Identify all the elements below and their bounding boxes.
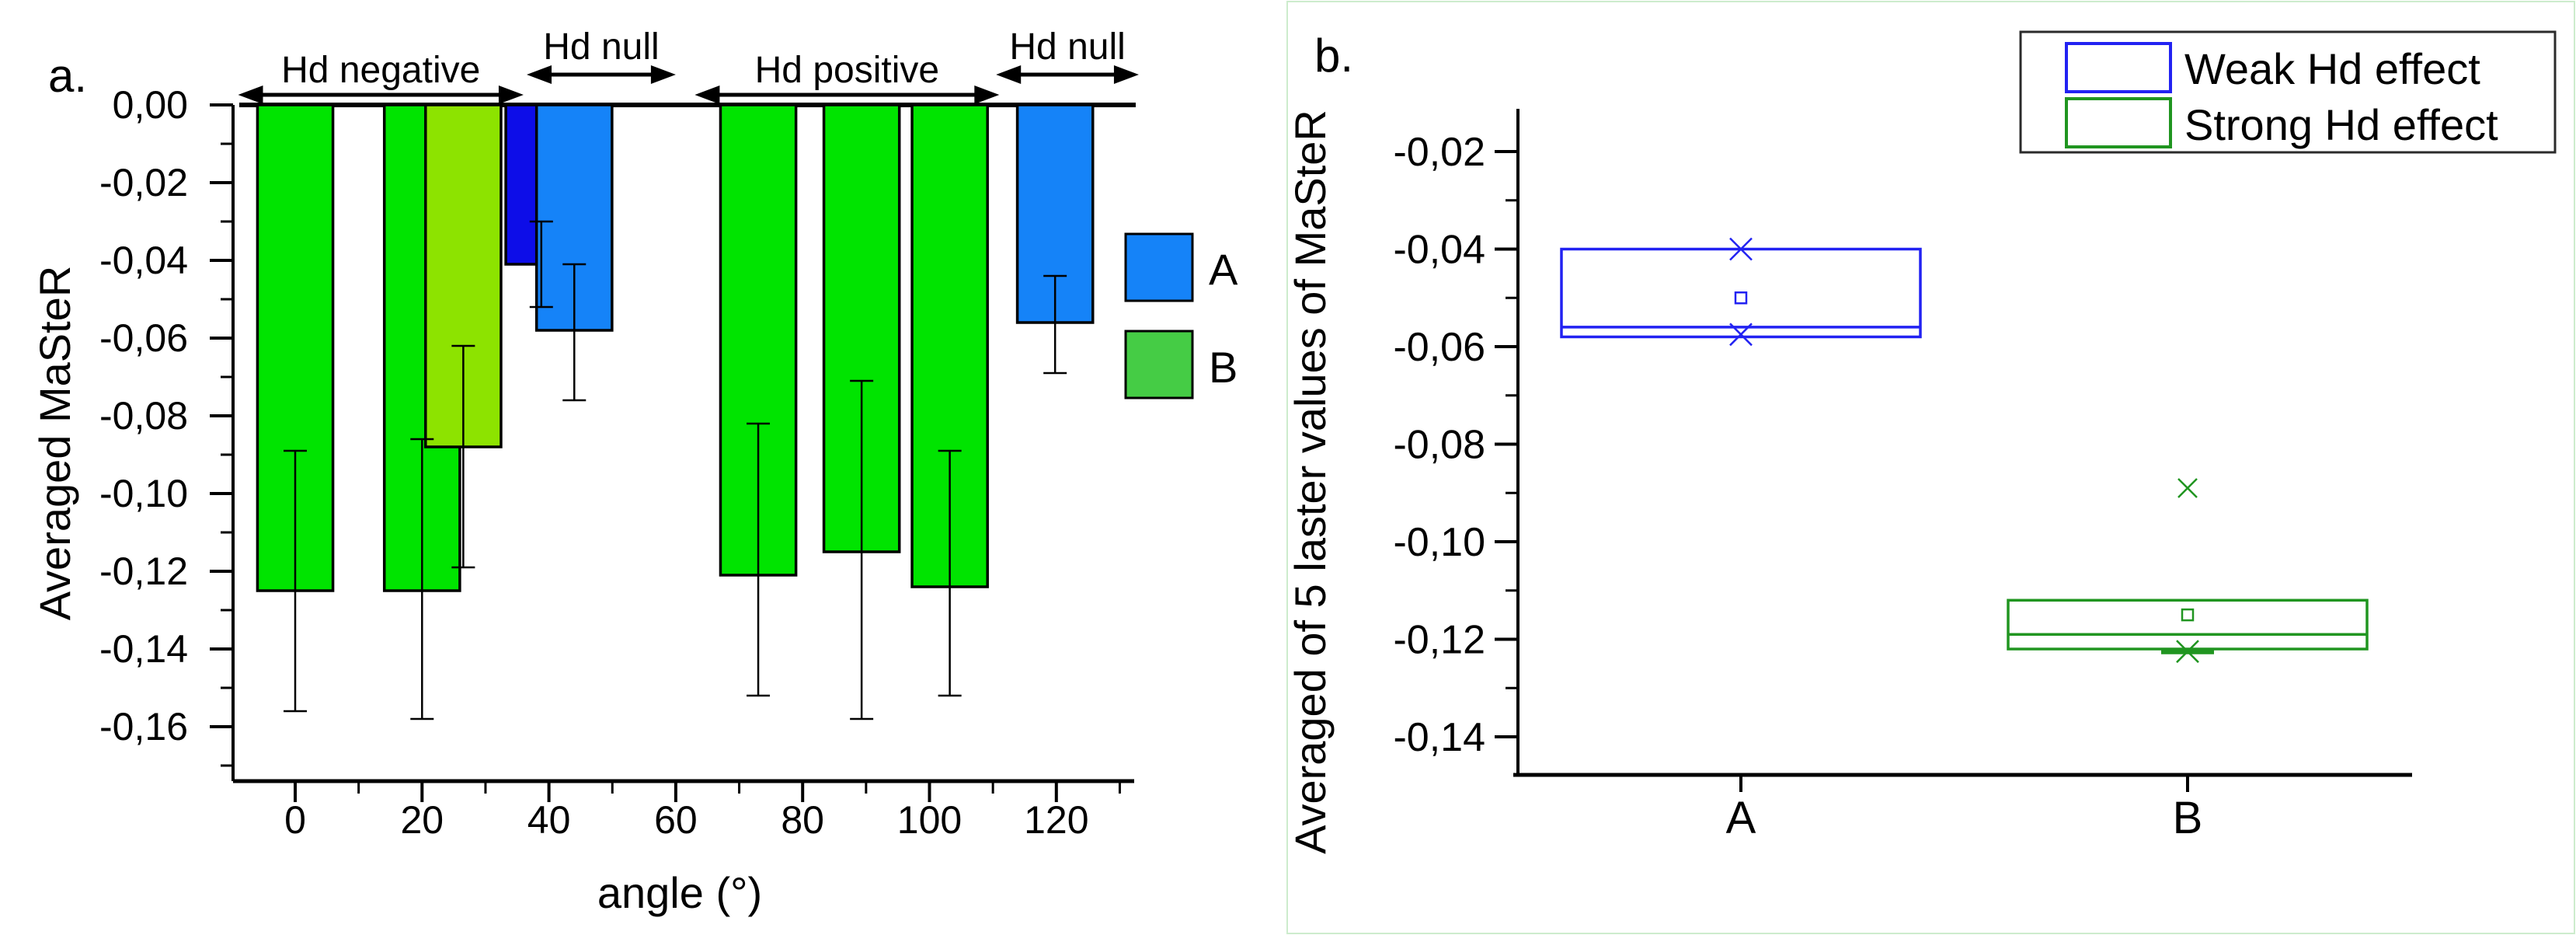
panel-a-label: a.	[48, 50, 87, 102]
panel-b-label: b.	[1314, 30, 1353, 82]
box-outlier-marker	[2177, 478, 2198, 498]
x-category-label: A	[1726, 793, 1756, 843]
annotation-arrowhead-left	[694, 85, 720, 104]
y-tick-label: -0,02	[99, 161, 188, 204]
legend-label-strong: Strong Hd effect	[2184, 100, 2498, 149]
legend-swatch-strong	[2065, 97, 2172, 148]
y-tick-label: -0,04	[1393, 228, 1485, 273]
x-tick-label: 60	[654, 798, 698, 842]
y-tick-label: -0,14	[99, 627, 188, 671]
box-min-marker	[1729, 323, 1753, 347]
y-tick-label: -0,12	[99, 549, 188, 593]
annotation-label: Hd null	[1009, 26, 1125, 68]
annotation-arrowhead-left	[527, 65, 552, 84]
x-category-label: B	[2173, 793, 2203, 843]
x-tick-label: 80	[781, 798, 824, 842]
box-b	[2007, 598, 2369, 651]
panel-a-bars	[256, 103, 1095, 592]
legend-swatch-B	[1124, 330, 1194, 399]
y-tick-label: -0,06	[99, 316, 188, 360]
y-tick-label: -0,02	[1393, 130, 1485, 175]
y-tick-label: -0,10	[99, 472, 188, 515]
legend-label-A: A	[1209, 245, 1238, 294]
y-tick-label: -0,10	[1393, 520, 1485, 565]
panel-a-x-axis-title: angle (°)	[597, 868, 762, 917]
panel-a-axes: 0,00 -0,02 -0,04 -0,06 -0,08 -0,10 -0,12 -0,14 -…	[99, 83, 1136, 842]
panel-b-legend: Weak Hd effect Strong Hd effect	[2019, 30, 2557, 154]
annotation-label: Hd null	[543, 26, 659, 68]
box-mean-marker	[1734, 291, 1748, 305]
panel-a-legend: A B	[1124, 232, 1238, 399]
panel-a-error-bars	[284, 220, 1067, 720]
panel-b-y-axis-title: Averaged of 5 laster values of MaSteR	[1286, 110, 1335, 854]
y-tick-label: -0,14	[1393, 715, 1485, 760]
panel-b-axes: -0,02 -0,04 -0,06 -0,08 -0,10 -0,12 -0,14 A B	[1393, 109, 2412, 843]
annotation-label: Hd positive	[755, 50, 939, 91]
annotation-arrowhead-right	[498, 85, 524, 104]
y-tick-label: -0,04	[99, 239, 188, 282]
y-tick-label: -0,06	[1393, 325, 1485, 370]
x-tick-label: 40	[527, 798, 571, 842]
bar	[504, 103, 541, 266]
y-tick-label: -0,16	[99, 705, 188, 748]
legend-swatch-weak	[2065, 42, 2172, 93]
y-tick-label: -0,08	[99, 394, 188, 438]
box-mean-marker	[2181, 608, 2195, 622]
panel-b-border	[1286, 1, 2575, 934]
annotation-arrowhead-right	[650, 65, 676, 84]
legend-label-weak: Weak Hd effect	[2184, 44, 2480, 93]
panel-a-y-axis-title: Averaged MaSteR	[30, 266, 79, 621]
annotation-arrowhead-left	[238, 85, 263, 104]
annotation-label: Hd negative	[281, 50, 480, 91]
annotation-arrowhead-right	[1113, 65, 1139, 84]
x-tick-label: 100	[897, 798, 962, 842]
y-tick-label: -0,12	[1393, 618, 1485, 663]
panel-b: b. Averaged of 5 laster values of MaSteR…	[1286, 1, 2575, 934]
annotation-arrowhead-left	[996, 65, 1022, 84]
legend-label-B: B	[1209, 343, 1238, 392]
x-tick-label: 120	[1024, 798, 1088, 842]
x-tick-label: 20	[400, 798, 444, 842]
annotation-arrowhead-right	[974, 85, 1000, 104]
legend-swatch-A	[1124, 232, 1194, 302]
y-tick-label: -0,08	[1393, 423, 1485, 468]
box-max-marker	[1729, 237, 1753, 261]
y-tick-label: 0,00	[113, 83, 188, 127]
panel-a: a. Averaged MaSteR angle (°) 0,00 -0,02 -0…	[30, 26, 1238, 917]
panel-a-annotations: Hd negative Hd null Hd positive Hd null	[238, 26, 1139, 104]
panel-b-boxes	[1560, 237, 2369, 664]
x-tick-label: 0	[284, 798, 306, 842]
